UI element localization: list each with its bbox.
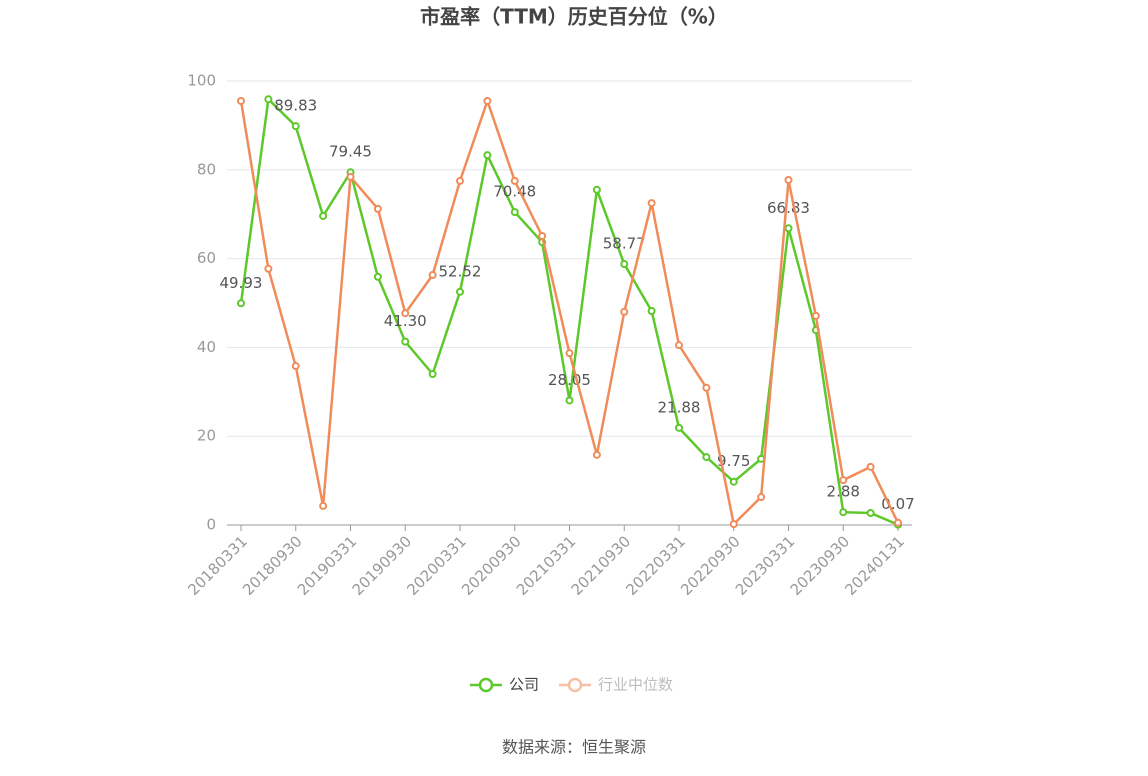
- data-point: [839, 508, 848, 517]
- data-point: [428, 271, 437, 280]
- data-point: [483, 96, 492, 105]
- data-label: 41.30: [384, 312, 427, 330]
- data-label: 21.88: [658, 398, 701, 416]
- data-point: [729, 520, 738, 529]
- data-point: [647, 306, 656, 315]
- y-tick-label: 60: [197, 249, 216, 267]
- data-label: 58.77: [603, 235, 646, 253]
- data-point: [237, 299, 245, 308]
- data-point: [702, 383, 711, 392]
- data-point: [237, 96, 245, 105]
- data-point: [346, 172, 355, 181]
- data-label: 52.52: [439, 262, 482, 280]
- legend-label: 行业中位数: [598, 676, 673, 694]
- data-point: [592, 185, 601, 194]
- data-label: 70.48: [493, 183, 536, 201]
- data-point: [866, 462, 875, 471]
- data-point: [811, 311, 820, 320]
- data-point: [456, 176, 464, 185]
- data-point: [373, 272, 382, 281]
- data-point: [538, 231, 547, 240]
- data-point: [264, 95, 273, 104]
- data-point: [401, 337, 410, 346]
- data-point: [729, 477, 738, 486]
- data-label: 2.88: [827, 483, 860, 501]
- data-point: [784, 224, 793, 233]
- data-label: 49.93: [220, 274, 263, 292]
- data-point: [839, 476, 848, 485]
- data-label: 0.07: [881, 495, 914, 513]
- series-line: [239, 97, 900, 527]
- data-point: [620, 307, 629, 316]
- legend-marker: [567, 677, 583, 693]
- data-label: 28.05: [548, 371, 591, 389]
- data-point: [675, 423, 683, 432]
- x-tick-label: 20240131: [841, 532, 908, 599]
- data-label: 9.75: [717, 452, 750, 470]
- legend-item[interactable]: 行业中位数: [559, 676, 673, 694]
- data-label: 66.83: [767, 199, 810, 217]
- data-point: [894, 518, 902, 527]
- data-point: [483, 151, 492, 160]
- legend-marker: [478, 677, 494, 693]
- y-tick-label: 20: [197, 427, 216, 445]
- data-point: [866, 509, 875, 518]
- data-point: [291, 122, 300, 131]
- data-point: [373, 204, 382, 213]
- data-point: [675, 341, 683, 350]
- data-point: [510, 176, 519, 185]
- data-point: [319, 501, 328, 510]
- data-point: [291, 362, 300, 371]
- data-label: 79.45: [329, 143, 372, 161]
- data-point: [456, 287, 464, 296]
- source-note: 数据来源：恒生聚源: [502, 738, 646, 757]
- data-point: [702, 453, 711, 462]
- data-point: [319, 211, 328, 220]
- data-point: [510, 208, 519, 217]
- data-point: [428, 370, 437, 379]
- data-point: [784, 176, 793, 185]
- data-point: [565, 349, 574, 358]
- data-point: [592, 450, 601, 459]
- legend-label: 公司: [509, 676, 539, 694]
- data-label: 89.83: [274, 97, 317, 115]
- y-tick-label: 80: [197, 160, 216, 178]
- chart-title: 市盈率（TTM）历史百分位（%）: [420, 5, 728, 29]
- data-point: [401, 309, 410, 318]
- data-point: [565, 396, 574, 405]
- data-point: [620, 260, 629, 269]
- y-tick-label: 100: [187, 72, 216, 90]
- data-point: [264, 264, 273, 273]
- legend-item[interactable]: 公司: [470, 676, 539, 694]
- data-point: [757, 493, 766, 502]
- y-tick-label: 40: [197, 338, 216, 356]
- data-point: [647, 199, 656, 208]
- y-tick-label: 0: [206, 516, 216, 534]
